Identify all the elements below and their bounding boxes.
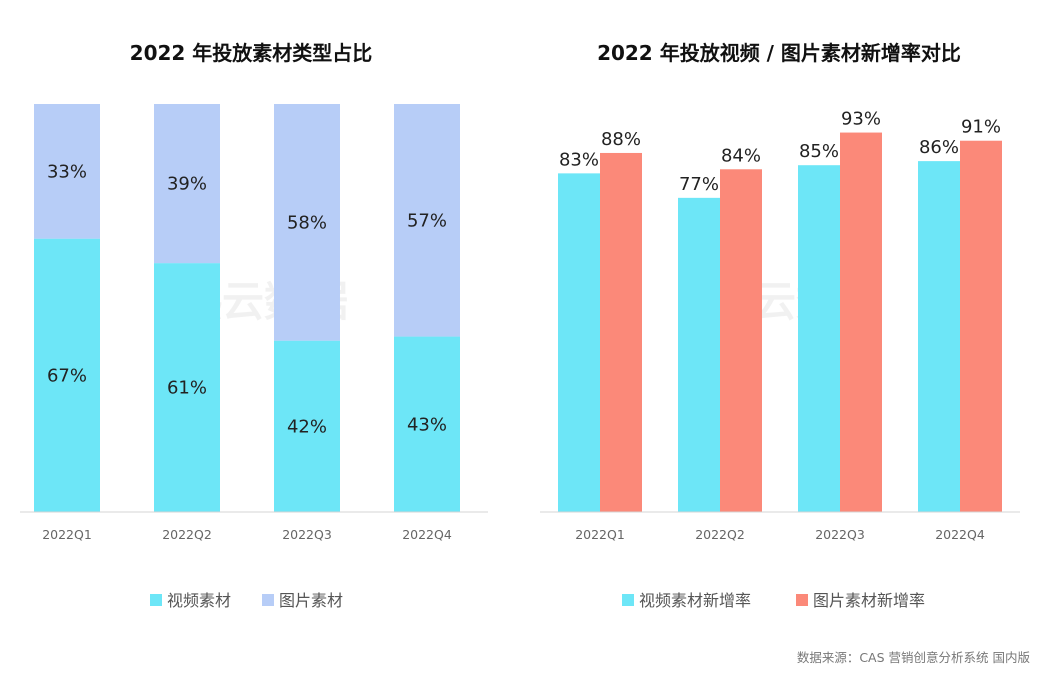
bar-image-growth-2022Q3	[840, 132, 882, 512]
chart-left-legend: 视频素材 图片素材	[150, 591, 343, 610]
bar-image-2022Q3	[274, 104, 340, 341]
data-label-video-2022Q1: 67%	[47, 365, 87, 386]
legend-label-video: 视频素材	[167, 591, 231, 610]
x-tick-2022Q2: 2022Q2	[162, 527, 212, 542]
legend-swatch-image	[262, 594, 274, 606]
bar-image-growth-2022Q2	[720, 169, 762, 512]
legend-label-image-growth: 图片素材新增率	[813, 591, 925, 610]
chart-right-bars: 83%88% 77%84% 85%93% 86%91%	[558, 109, 1002, 513]
x-tick-right-2022Q4: 2022Q4	[935, 527, 985, 542]
bar-image-growth-2022Q4	[960, 140, 1002, 512]
data-label-video-2022Q3: 42%	[287, 416, 327, 437]
chart-left-ticks: 2022Q1 2022Q2 2022Q3 2022Q4	[42, 527, 452, 542]
source-note: 数据来源：CAS 营销创意分析系统 国内版	[797, 650, 1031, 665]
chart-right-ticks: 2022Q1 2022Q2 2022Q3 2022Q4	[575, 527, 985, 542]
bar-video-2022Q2	[154, 263, 220, 512]
chart-right-title: 2022 年投放视频 / 图片素材新增率对比	[597, 41, 961, 65]
data-label-image-2022Q1: 33%	[47, 161, 87, 182]
x-tick-2022Q3: 2022Q3	[282, 527, 332, 542]
bar-video-2022Q3	[274, 340, 340, 512]
bar-image-2022Q1	[34, 104, 100, 239]
data-label-image-growth-2022Q1: 88%	[601, 129, 641, 150]
chart-left-title: 2022 年投放素材类型占比	[130, 41, 373, 65]
data-label-image-2022Q4: 57%	[407, 210, 447, 231]
legend-swatch-video	[150, 594, 162, 606]
chart-left: 2022 年投放素材类型占比 热云数据 67%33%61%39%42%58%43…	[20, 41, 488, 610]
x-tick-2022Q4: 2022Q4	[402, 527, 452, 542]
data-label-image-2022Q2: 39%	[167, 174, 207, 195]
bar-image-2022Q2	[154, 104, 220, 264]
bar-video-2022Q4	[394, 336, 460, 512]
legend-swatch-video-growth	[622, 594, 634, 606]
data-label-video-2022Q4: 43%	[407, 414, 447, 435]
data-label-video-growth-2022Q1: 83%	[559, 149, 599, 170]
bar-video-growth-2022Q2	[678, 197, 720, 512]
chart-right: 2022 年投放视频 / 图片素材新增率对比 热云数据 83%88%77%84%…	[540, 41, 1020, 610]
bar-video-growth-2022Q4	[918, 161, 960, 512]
x-tick-right-2022Q3: 2022Q3	[815, 527, 865, 542]
data-label-video-growth-2022Q2: 77%	[679, 174, 719, 195]
bar-video-growth-2022Q3	[798, 165, 840, 512]
data-label-video-growth-2022Q4: 86%	[919, 137, 959, 158]
data-label-video-growth-2022Q3: 85%	[799, 141, 839, 162]
data-label-video-2022Q2: 61%	[167, 378, 207, 399]
legend-label-image: 图片素材	[279, 591, 343, 610]
data-label-image-growth-2022Q3: 93%	[841, 109, 881, 130]
x-tick-right-2022Q1: 2022Q1	[575, 527, 625, 542]
data-label-image-growth-2022Q4: 91%	[961, 117, 1001, 138]
bar-image-2022Q4	[394, 104, 460, 337]
bar-video-2022Q1	[34, 238, 100, 512]
bar-image-growth-2022Q1	[600, 152, 642, 512]
bar-video-growth-2022Q1	[558, 173, 600, 513]
chart-left-bars: 67% 33% 61% 39% 42% 58% 43% 57%	[34, 104, 460, 512]
data-label-image-2022Q3: 58%	[287, 212, 327, 233]
legend-label-video-growth: 视频素材新增率	[639, 591, 751, 610]
x-tick-right-2022Q2: 2022Q2	[695, 527, 745, 542]
chart-right-legend: 视频素材新增率 图片素材新增率	[622, 591, 925, 610]
legend-swatch-image-growth	[796, 594, 808, 606]
x-tick-2022Q1: 2022Q1	[42, 527, 92, 542]
data-label-image-growth-2022Q2: 84%	[721, 145, 761, 166]
